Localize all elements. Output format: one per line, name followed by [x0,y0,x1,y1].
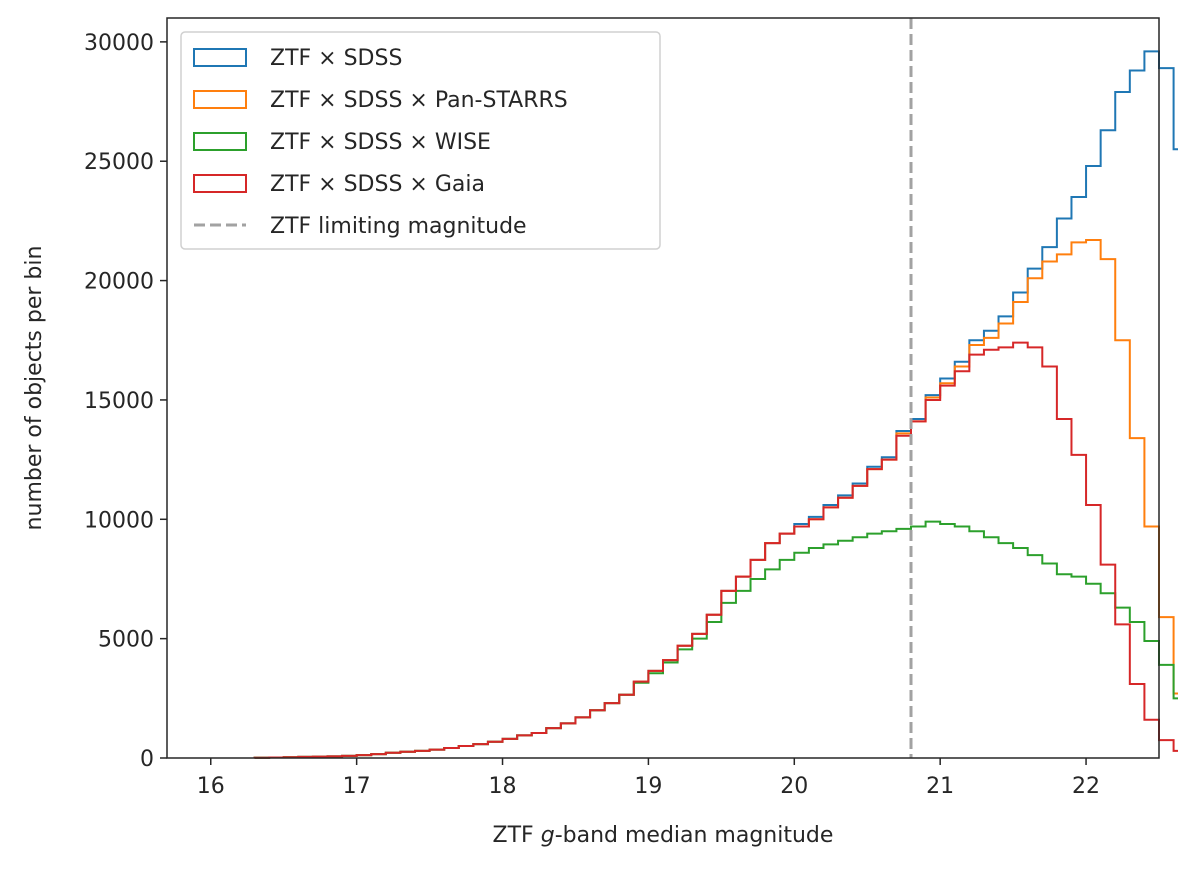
tick-labels: 16 17 18 19 20 21 22 0 5000 10000 15000 20000 25000 3… [84,31,1100,799]
y-tick-label: 5000 [98,628,154,653]
x-axis-label: ZTF g-band median magnitude [493,823,834,848]
y-tick-label: 0 [140,747,154,772]
legend-box [180,31,661,250]
series-layer [253,50,1178,759]
x-tick-label: 19 [634,774,662,799]
y-tick-label: 15000 [84,389,154,414]
y-axis-label: number of objects per bin [22,246,47,531]
y-tick-label: 10000 [84,508,154,533]
legend: ZTF × SDSS ZTF × SDSS × Pan-STARRS ZTF × S… [180,31,661,250]
y-tick-label: 30000 [84,31,154,56]
x-axis-label-part: -band median magnitude [555,823,834,848]
x-tick-label: 20 [780,774,808,799]
y-tick-label: 25000 [84,150,154,175]
histogram-series-4 [253,341,1178,759]
legend-label-limit: ZTF limiting magnitude [270,214,527,239]
y-tick-label: 20000 [84,270,154,295]
legend-label-1: ZTF × SDSS [270,46,402,71]
legend-label-4: ZTF × SDSS × Gaia [270,172,485,197]
legend-label-2: ZTF × SDSS × Pan-STARRS [270,88,568,113]
x-axis-label-g: g [541,823,555,848]
legend-label-3: ZTF × SDSS × WISE [270,130,491,155]
tick-marks [160,41,1087,765]
legend-swatch-4 [193,174,247,193]
legend-items: ZTF × SDSS ZTF × SDSS × Pan-STARRS ZTF × S… [193,46,568,239]
x-tick-label: 18 [489,774,517,799]
legend-swatch-3 [193,132,247,151]
plot-frame [166,17,1160,759]
x-axis-label-part: ZTF [493,823,541,848]
legend-swatch-1 [193,48,247,67]
x-tick-label: 16 [197,774,225,799]
x-tick-label: 21 [926,774,954,799]
legend-swatch-2 [193,90,247,109]
x-tick-label: 22 [1072,774,1100,799]
x-tick-label: 17 [343,774,371,799]
